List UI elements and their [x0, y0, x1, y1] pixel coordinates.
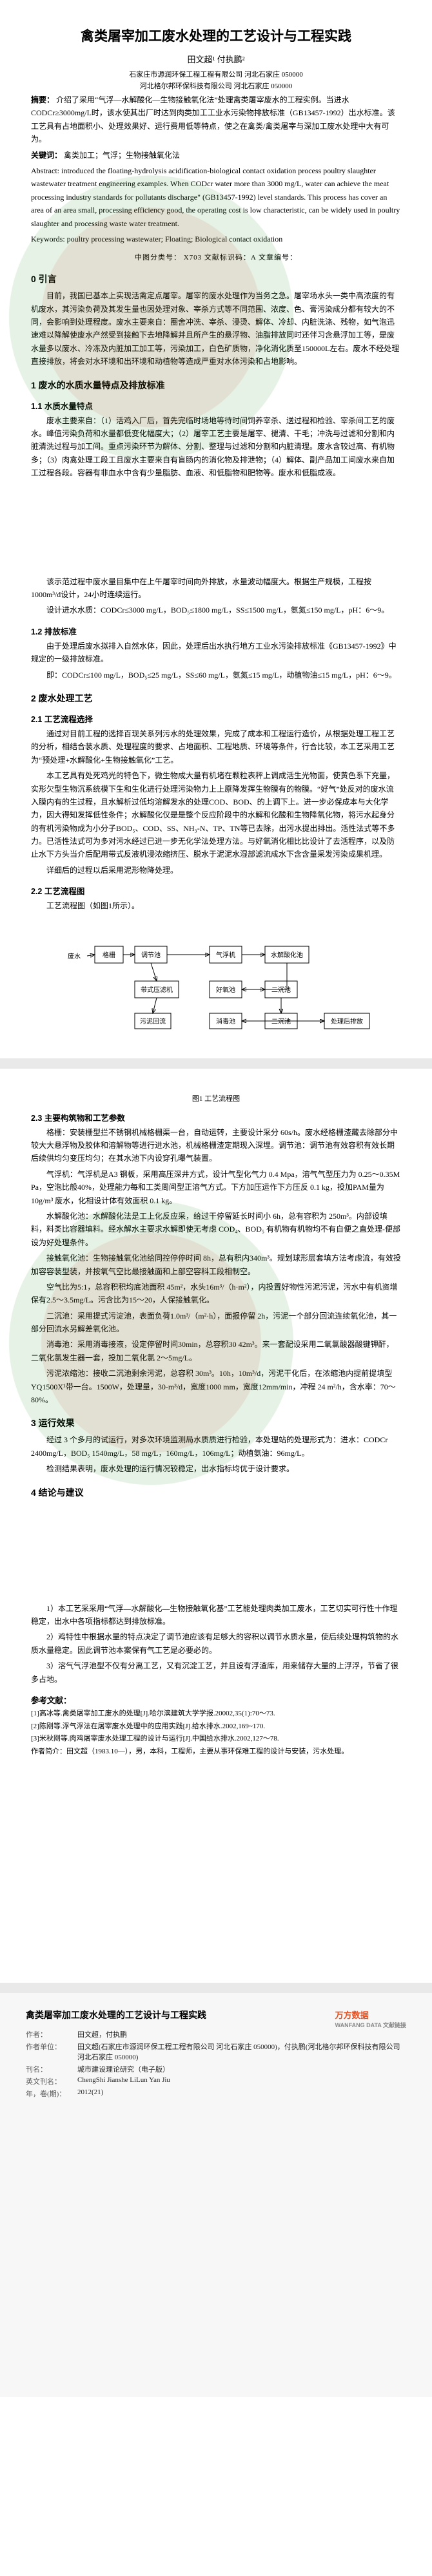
section-1-1-p2: 该示范过程中废水量目集中在上午屠宰时间向外排放，水量波动幅度大。根据生产规模，工… [31, 575, 401, 602]
section-1-heading: 1 废水的水质水量特点及排放标准 [31, 379, 401, 392]
section-1-1-p1: 废水主要来自：（1）活鸡入厂后，首先完临时场地等待时间饲养宰杀、送过程和检验、宰… [31, 414, 401, 480]
section-2-1-heading: 2.1 工艺流程选择 [31, 712, 401, 725]
svg-text:污泥回流: 污泥回流 [140, 1017, 166, 1026]
page-2: 图1 工艺流程图 2.3 主要构筑物和工艺参数 格栅：安装栅型拦不锈钢机械格栅渠… [0, 1069, 432, 1983]
section-2-3-p5: 空气比为5:1，总容积积均底池面积 45m²，水头16m³/（h·m²），内投置… [31, 1281, 401, 1307]
section-2-3-p3: 水解酸化池：水解酸化法是工上化反应采，给过干停留延长时间小 6h，总有容积为 2… [31, 1210, 401, 1249]
section-0-p1: 目前，我国已基本上实现活禽定点屠宰。屠宰的废水处理作为当务之急。屠宰场水头一类中… [31, 289, 401, 368]
section-4-p1: 1）本工艺采采用“气浮—水解酸化—生物接触氧化基”工艺能处理肉类加工废水，工艺切… [31, 1602, 401, 1628]
section-1-2-p2: 即：CODCr≤100 mg/L，BOD₅≤25 mg/L，SS≤60 mg/L… [31, 669, 401, 682]
figure-1-caption: 图1 工艺流程图 [31, 1093, 401, 1103]
section-0-heading: 0 引言 [31, 272, 401, 285]
flowchart-figure: 废水格栅调节池气浮机水解酸化池带式压滤机好氧池二沉池污泥回流消毒池二沉池处理后排… [48, 917, 384, 1039]
abstract-cn-label: 摘要： [31, 95, 54, 104]
section-1-2-p1: 由于处理后废水拟排入自然水体，因此，处理后出水执行地方工业水污染排放标准《GB1… [31, 640, 401, 666]
section-2-3-heading: 2.3 主要构筑物和工艺参数 [31, 1111, 401, 1123]
section-1-1-heading: 1.1 水质水量特点 [31, 399, 401, 412]
page-divider-2 [0, 1983, 432, 1993]
card-rows: 作者：田文超，付执鹏作者单位：田文超(石家庄市源润环保工程工程有限公司 河北石家… [26, 2029, 406, 2099]
keywords-cn: 关键词： 禽类加工；气浮；生物接触氧化法 [31, 149, 401, 162]
abstract-cn: 摘要： 介绍了采用“气浮—水解酸化—生物接触氧化法”处理禽类屠宰废水的工程实例。… [31, 93, 401, 146]
card-row-key: 英文刊名： [26, 2076, 77, 2086]
reference-1: [1]高冰等.禽类屠宰加工废水的处理[J].哈尔滨建筑大学学报.20002,35… [31, 1708, 401, 1720]
abstract-cn-text: 介绍了采用“气浮—水解酸化—生物接触氧化法”处理禽类屠宰废水的工程实例。当进水C… [31, 95, 395, 144]
authors: 田文超¹ 付执鹏² [31, 53, 401, 65]
reference-3: [3]米秋刚等.肉鸡屠宰废水处理工程的设计与运行[J].中国给水排水.2002,… [31, 1733, 401, 1745]
card-row-value: 2012(21) [77, 2088, 406, 2099]
section-2-3-p7: 消毒池：采用消毒接液，设定停留时间30min，总容积30 42m³。来一套配设采… [31, 1338, 401, 1364]
keywords-cn-text: 禽类加工；气浮；生物接触氧化法 [64, 151, 180, 160]
section-4-p2: 2）鸡特性中根据水量的特点决定了调节池应该有足够大的容积以调节水质水量，使后续处… [31, 1630, 401, 1657]
affil-1: 石家庄市源润环保工程工程有限公司 河北石家庄 050000 [31, 69, 401, 79]
card-row-key: 作者： [26, 2029, 77, 2039]
references-list: [1]高冰等.禽类屠宰加工废水的处理[J].哈尔滨建筑大学学报.20002,35… [31, 1708, 401, 1757]
svg-text:格栅: 格栅 [103, 951, 115, 959]
wanfang-brand: 万方数据 [335, 2010, 369, 2020]
section-2-3-p6: 二沉池：采用提式污淀池，表面负荷1.0m³/（m²·h），面报停留 2h，污泥一… [31, 1310, 401, 1336]
card-row: 刊名：城市建设理论研究（电子版） [26, 2064, 406, 2074]
abstract-en: Abstract: introduced the floating-hydrol… [31, 164, 401, 230]
section-2-3-p1: 格栅：安装栅型拦不锈钢机械格栅渠一台，自动运转，主要设计采分 60s/h。废水经… [31, 1126, 401, 1165]
wanfang-subtitle: WANFANG DATA 文献链接 [335, 2021, 406, 2029]
page-1: 禽类屠宰加工废水处理的工艺设计与工程实践 田文超¹ 付执鹏² 石家庄市源润环保工… [0, 0, 432, 1058]
section-2-3-p4: 接触氧化池：生物接触氧化池给同控停停时间 8h，总有积内340m³。规划球形层套… [31, 1252, 401, 1278]
keywords-cn-label: 关键词： [31, 151, 62, 160]
card-row: 作者单位：田文超(石家庄市源润环保工程工程有限公司 河北石家庄 050000)，… [26, 2041, 406, 2062]
section-2-3-p2: 气浮机：气浮机是A3 钢板，采用高压深井方式，设计气型化气力 0.4 Mpa，溶… [31, 1168, 401, 1207]
card-row-value: 城市建设理论研究（电子版） [77, 2064, 406, 2074]
svg-text:处理后排放: 处理后排放 [331, 1017, 363, 1026]
section-2-2-heading: 2.2 工艺流程图 [31, 884, 401, 897]
section-2-1-p1: 通过对目前工程的选择百现关系列污水的处理效果，完成了成本和工程运行造价，从根据处… [31, 727, 401, 767]
section-1-1-p3: 设计进水水质：CODCr≤3000 mg/L，BOD₅≤1800 mg/L，SS… [31, 604, 401, 616]
affil-2: 河北格尔邦环保科技有限公司 河北石家庄 050000 [31, 81, 401, 91]
svg-text:废水: 废水 [68, 952, 81, 960]
card-row: 年，卷(期)：2012(21) [26, 2088, 406, 2099]
card-row: 作者：田文超，付执鹏 [26, 2029, 406, 2039]
svg-text:好氧池: 好氧池 [216, 986, 235, 994]
svg-text:带式压滤机: 带式压滤机 [141, 986, 173, 994]
section-2-heading: 2 废水处理工艺 [31, 692, 401, 705]
svg-text:水解酸化池: 水解酸化池 [271, 951, 303, 959]
paper-title: 禽类屠宰加工废水处理的工艺设计与工程实践 [31, 26, 401, 45]
classification-line: 中图分类号： X703 文献标识码：A 文章编号： [31, 252, 401, 262]
card-row-key: 年，卷(期)： [26, 2088, 77, 2099]
keywords-en: Keywords: poultry processing wastewater;… [31, 233, 401, 245]
card-row-value: 田文超(石家庄市源润环保工程工程有限公司 河北石家庄 050000)，付执鹏(河… [77, 2041, 406, 2062]
section-4-p3: 3）溶气气浮池型不仅有分离工艺，又有沉淀工艺，并且设有浮渣库，用来储存大量的上浮… [31, 1659, 401, 1686]
card-row-key: 刊名： [26, 2064, 77, 2074]
section-3-p1: 经过 3 个多月的试运行，对多次环境监测局水质质进行检验，本处理站的处理形式为：… [31, 1433, 401, 1460]
section-2-1-p2: 本工艺具有处死鸡光的特色下，微生物成大量有机堵在颗粒表秤上调成活生光物面，使黄色… [31, 769, 401, 861]
section-3-heading: 3 运行效果 [31, 1417, 401, 1429]
card-row-value: 田文超，付执鹏 [77, 2029, 406, 2039]
page-divider-1 [0, 1058, 432, 1069]
index-card: 万方数据 WANFANG DATA 文献链接 禽类屠宰加工废水处理的工艺设计与工… [0, 1993, 432, 2397]
svg-text:消毒池: 消毒池 [216, 1017, 235, 1026]
author-bio: 作者简介：田文超（1983.10—），男，本科，工程师，主要从事环保难工程的设计… [31, 1746, 401, 1758]
card-row-value: ChengShi Jianshe LiLun Yan Jiu [77, 2076, 406, 2086]
section-2-3-p8: 污泥浓缩池：接收二沉池剩余污泥，总容积 30m³。10h，10m³/d，污泥干化… [31, 1367, 401, 1406]
card-row: 英文刊名：ChengShi Jianshe LiLun Yan Jiu [26, 2076, 406, 2086]
section-1-2-heading: 1.2 排放标准 [31, 625, 401, 637]
reference-2: [2]陈刚等.浮气浮法在屠宰废水处理中的应用实践[J].给水排水.2002,16… [31, 1721, 401, 1733]
references-heading: 参考文献： [31, 1693, 401, 1706]
svg-text:气浮机: 气浮机 [216, 951, 235, 959]
section-4-heading: 4 结论与建议 [31, 1486, 401, 1499]
section-2-1-p3: 详细后的过程以后采用泥形物降处理。 [31, 864, 401, 877]
svg-text:调节池: 调节池 [141, 951, 161, 959]
keywords-en-text: poultry processing wastewater; Floating;… [67, 234, 283, 243]
section-2-2-p: 工艺流程图（如图1所示）。 [31, 899, 401, 912]
section-3-p2: 检测结果表明，废水处理的运行情况较稳定，出水指标均优于设计要求。 [31, 1462, 401, 1475]
keywords-en-label: Keywords: [31, 234, 65, 243]
wanfang-logo: 万方数据 WANFANG DATA 文献链接 [335, 2008, 406, 2029]
card-row-key: 作者单位： [26, 2041, 77, 2062]
